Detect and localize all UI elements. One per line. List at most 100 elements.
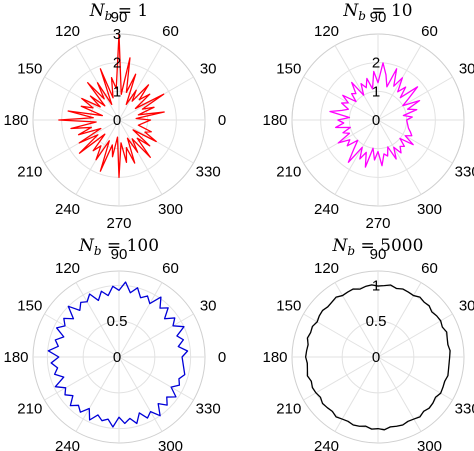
title-subscript: b [94, 244, 102, 258]
angle-tick-label: 240 [314, 201, 339, 218]
angle-tick-label: 210 [17, 401, 42, 418]
angle-tick-label: 120 [55, 23, 80, 40]
angle-tick-label: 90 [111, 9, 128, 26]
radial-tick-label: 0.5 [366, 313, 387, 330]
angle-tick-label: 60 [162, 23, 179, 40]
angle-tick-label: 30 [200, 298, 217, 315]
title-base: N [89, 1, 106, 21]
radial-tick-label: 2 [372, 55, 380, 72]
angle-tick-label: 90 [370, 9, 387, 26]
grid-spoke [118, 356, 163, 432]
title-subscript: b [347, 244, 355, 258]
radial-tick-label: 0 [372, 349, 380, 366]
title-base: N [78, 236, 95, 256]
angle-tick-label: 120 [314, 260, 339, 277]
title-rest: = 100 [102, 236, 160, 256]
angle-tick-label: 270 [365, 215, 390, 232]
grid-spoke [377, 282, 422, 358]
angle-tick-label: 120 [55, 260, 80, 277]
grid-spoke [377, 356, 422, 432]
data-series-line [58, 33, 165, 178]
angle-tick-label: 180 [3, 349, 28, 366]
angle-tick-label: 300 [417, 438, 442, 451]
angle-tick-label: 150 [276, 61, 301, 78]
angle-tick-label: 150 [17, 298, 42, 315]
chart-title: Nb = 1 [89, 1, 148, 23]
grid-spoke [334, 356, 379, 432]
angle-tick-label: 150 [276, 298, 301, 315]
angle-tick-label: 210 [276, 401, 301, 418]
angle-tick-label: 240 [55, 201, 80, 218]
angle-tick-label: 60 [162, 260, 179, 277]
data-series-line [329, 62, 421, 168]
polar-panel-1: Nb = 10030609012015018021024027030033001… [262, 1, 474, 232]
angle-tick-label: 90 [370, 246, 387, 263]
angle-tick-label: 90 [111, 246, 128, 263]
radial-tick-label: 1 [372, 277, 380, 294]
grid-spoke [75, 282, 120, 358]
title-base: N [342, 1, 359, 21]
title-rest: = 10 [366, 1, 413, 21]
chart-title: Nb = 100 [78, 236, 159, 258]
angle-tick-label: 240 [55, 438, 80, 451]
radial-tick-label: 0 [113, 112, 121, 129]
angle-tick-label: 270 [106, 215, 131, 232]
angle-tick-label: 0 [218, 112, 226, 129]
grid-spoke [118, 313, 194, 358]
grid-spoke [303, 76, 379, 121]
title-rest: = 5000 [355, 236, 423, 256]
angle-tick-label: 330 [455, 164, 474, 181]
grid-spoke [118, 356, 194, 401]
data-series-line [304, 284, 451, 431]
angle-tick-label: 300 [158, 438, 183, 451]
radial-tick-label: 0 [372, 112, 380, 129]
radial-tick-label: 1 [113, 83, 121, 100]
angle-tick-label: 180 [262, 349, 287, 366]
title-subscript: b [105, 9, 113, 23]
angle-tick-label: 180 [262, 112, 287, 129]
angle-tick-label: 240 [314, 438, 339, 451]
polar-panel-3: Nb = 50000306090120150180210240270300330… [262, 236, 474, 451]
grid-spoke [44, 313, 120, 358]
title-rest: = 1 [112, 1, 148, 21]
title-subscript: b [358, 9, 366, 23]
angle-tick-label: 150 [17, 61, 42, 78]
angle-tick-label: 30 [200, 61, 217, 78]
angle-tick-label: 330 [196, 401, 221, 418]
grid-spoke [44, 356, 120, 401]
grid-spoke [118, 282, 163, 358]
angle-tick-label: 30 [459, 298, 474, 315]
angle-tick-label: 180 [3, 112, 28, 129]
grid-spoke [334, 45, 379, 121]
polar-panel-0: Nb = 1 0 30 60 90 120 150 180 210 240 270 300 330 0 1 2… [3, 1, 226, 232]
grid-spoke [118, 119, 163, 195]
angle-tick-label: 0 [218, 349, 226, 366]
grid-spoke [334, 282, 379, 358]
angle-tick-label: 330 [196, 164, 221, 181]
angle-tick-label: 330 [455, 401, 474, 418]
radial-tick-label: 0 [113, 349, 121, 366]
radial-tick-label: 0.5 [107, 313, 128, 330]
grid-spoke [377, 119, 422, 195]
angle-tick-label: 30 [459, 61, 474, 78]
grid-spoke [334, 119, 379, 195]
angle-tick-label: 120 [314, 23, 339, 40]
grid-spoke [377, 313, 453, 358]
data-series-line [47, 281, 189, 428]
angle-tick-label: 210 [276, 164, 301, 181]
title-base: N [332, 236, 349, 256]
grid-spoke [75, 356, 120, 432]
grid-spoke [377, 76, 453, 121]
grid-spoke [377, 119, 453, 164]
grid-spoke [377, 356, 453, 401]
grid-spoke [303, 356, 379, 401]
grid-spoke [303, 313, 379, 358]
chart-title: Nb = 5000 [332, 236, 424, 258]
angle-tick-label: 60 [421, 23, 438, 40]
radial-tick-label: 2 [113, 55, 121, 72]
grid-spoke [377, 45, 422, 121]
grid-spoke [118, 45, 163, 121]
chart-title: Nb = 10 [342, 1, 412, 23]
angle-tick-label: 60 [421, 260, 438, 277]
